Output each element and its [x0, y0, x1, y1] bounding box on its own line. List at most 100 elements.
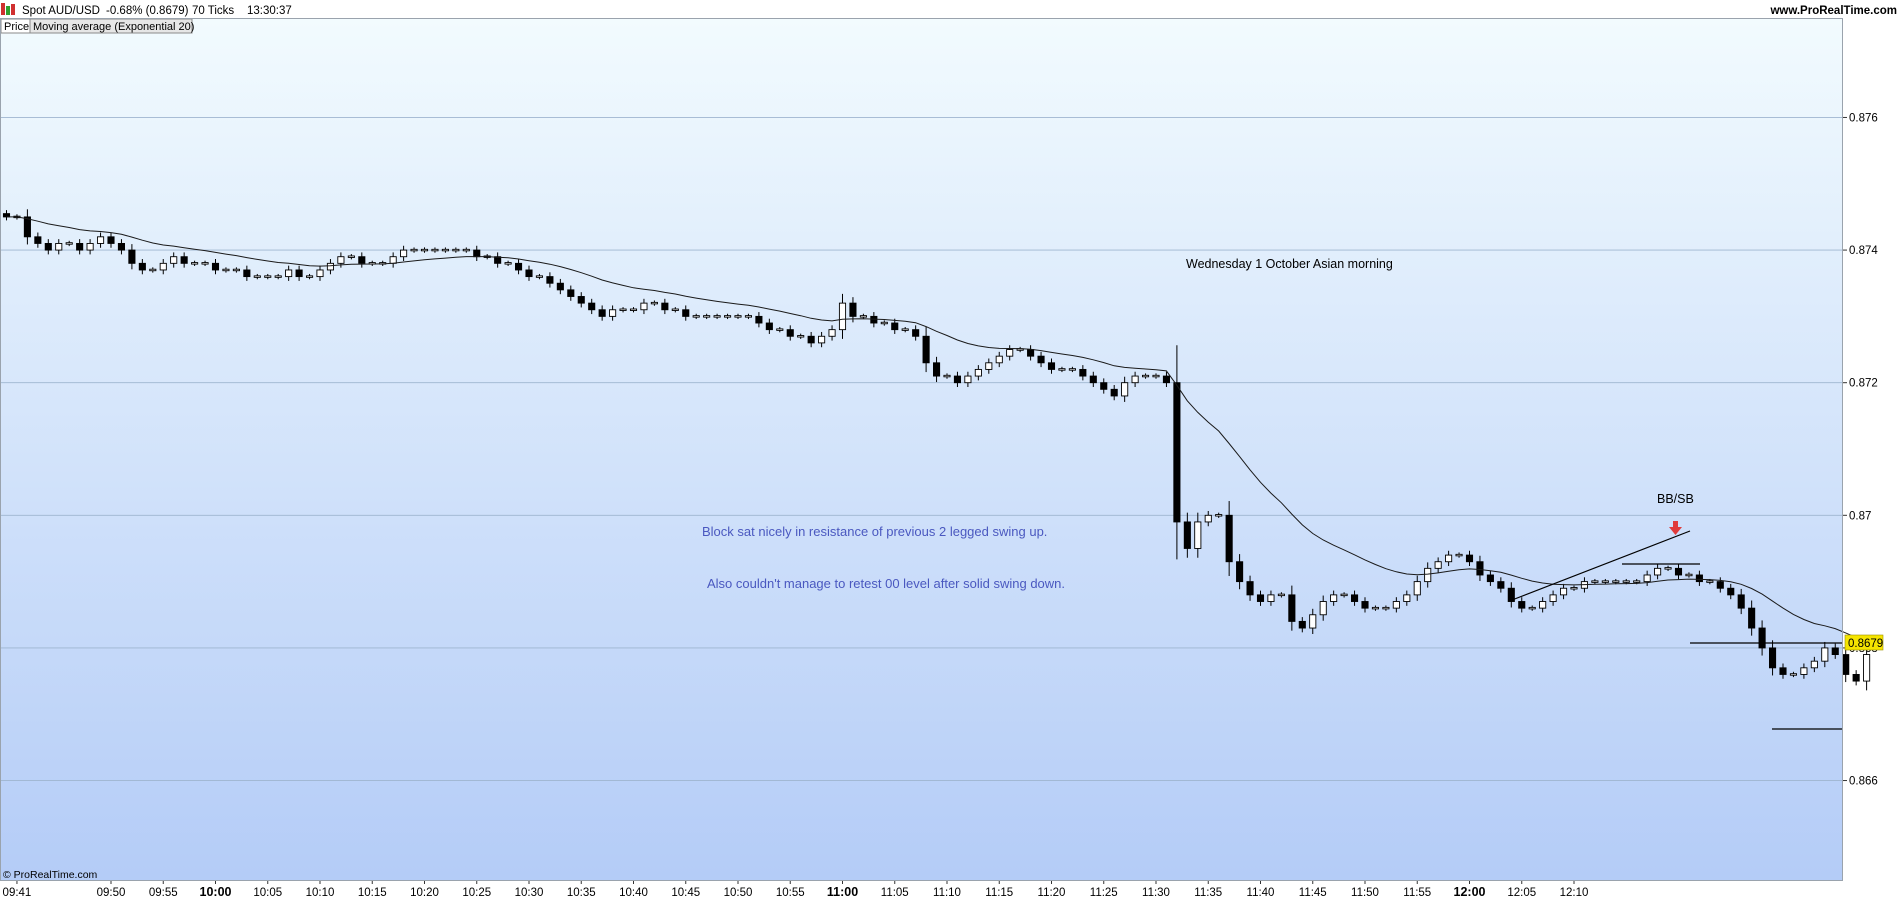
indicator-legend: Price Moving average (Exponential 20)	[0, 18, 194, 34]
candle	[1267, 590, 1275, 606]
trendline-rising[interactable]	[1511, 530, 1691, 601]
candle-body-down	[1758, 627, 1766, 649]
candle-body-up	[797, 335, 805, 338]
candle-body-up	[441, 248, 449, 252]
candle	[755, 312, 763, 328]
candle-body-up	[326, 262, 335, 271]
time-tick-label: 10:45	[671, 887, 700, 899]
tick-count: 70 Ticks	[192, 5, 234, 17]
candle-body-up	[692, 315, 700, 318]
candle	[201, 260, 209, 266]
time-tick-label: 12:00	[1454, 885, 1486, 899]
candle-body-down	[755, 315, 763, 324]
symbol-name: Spot AUD/USD	[22, 5, 100, 17]
candle	[1831, 643, 1839, 659]
candle-body-down	[682, 309, 690, 317]
candle-body-up	[253, 275, 261, 278]
candle	[1852, 670, 1860, 686]
time-tick-label: 10:40	[619, 887, 648, 899]
candle	[55, 239, 63, 255]
candle	[117, 239, 125, 255]
candle-body-up	[1685, 573, 1693, 577]
candle-body-down	[1047, 362, 1056, 370]
annotation-note-1: Block sat nicely in resistance of previo…	[702, 524, 1047, 539]
candle	[661, 298, 669, 315]
candle	[1152, 373, 1160, 379]
candle	[1246, 575, 1254, 601]
candle	[1737, 588, 1745, 615]
candle-body-up	[462, 248, 470, 252]
candle	[1570, 585, 1578, 591]
candle	[1298, 617, 1306, 633]
candle	[191, 260, 199, 266]
candle-body-down	[1027, 349, 1035, 357]
price-axis-area	[1843, 18, 1900, 880]
candle-body-down	[1497, 581, 1505, 589]
candle	[765, 318, 773, 334]
price-tick-label: 0.872	[1849, 378, 1878, 390]
candle	[1371, 605, 1379, 611]
candle	[922, 326, 930, 373]
candle	[1256, 590, 1265, 606]
candle-body-down	[107, 236, 115, 244]
candle	[734, 313, 742, 320]
candle-body-up	[838, 302, 847, 331]
candle-body-up	[191, 262, 199, 265]
candle-body-up	[1633, 580, 1641, 583]
candle-body-up	[828, 329, 836, 337]
annotation-note-2: Also couldn't manage to retest 00 level …	[707, 576, 1065, 591]
candle-body-up	[337, 256, 345, 264]
candle-body-down	[1507, 587, 1515, 602]
price-tick-label: 0.866	[1849, 776, 1878, 788]
candle	[577, 292, 585, 308]
candle-body-up	[1330, 594, 1338, 602]
candle-body-up	[703, 315, 711, 318]
time-tick-label: 10:50	[724, 887, 753, 899]
candle	[494, 252, 502, 268]
candle-body-up	[1267, 594, 1275, 602]
candle	[138, 259, 146, 275]
candle	[1392, 597, 1400, 613]
candle-body-down	[1695, 574, 1703, 583]
candle	[452, 247, 460, 253]
candle	[1695, 570, 1703, 586]
candle-body-down	[1465, 554, 1474, 563]
candle	[128, 244, 136, 270]
candle-body-down	[1842, 654, 1850, 675]
candle	[253, 273, 261, 280]
candle-body-up	[1204, 514, 1212, 523]
candle-body-down	[1037, 355, 1045, 364]
candle-body-up	[1591, 580, 1599, 583]
candle-body-up	[1528, 606, 1536, 610]
candle	[1601, 578, 1609, 585]
grid-lines	[1, 117, 1842, 781]
candle	[849, 297, 857, 323]
candle-body-up	[316, 269, 324, 278]
candle	[1455, 552, 1463, 558]
candle-body-up	[389, 256, 397, 264]
candle-body-up	[222, 268, 230, 272]
candle	[1277, 592, 1285, 598]
time-tick-label: 11:05	[881, 887, 909, 899]
candle-body-up	[609, 309, 617, 317]
candle	[786, 325, 794, 341]
candle	[274, 273, 282, 280]
site-link[interactable]: www.ProRealTime.com	[1769, 5, 1897, 17]
candle	[400, 245, 408, 262]
time-tick-label: 09:55	[149, 887, 178, 899]
candle	[1037, 351, 1045, 368]
candle	[1559, 583, 1568, 600]
candle	[232, 267, 240, 273]
candle-body-up	[1810, 660, 1818, 669]
candle	[640, 298, 648, 315]
candle	[1863, 645, 1871, 691]
candle-body-down	[598, 309, 606, 317]
candle	[985, 358, 993, 374]
candle-body-down	[765, 322, 773, 331]
candle	[149, 267, 157, 273]
drawing-objects[interactable]	[1511, 530, 1842, 730]
candle	[462, 247, 470, 253]
candle	[504, 260, 512, 266]
candle-body-up	[1612, 580, 1620, 583]
